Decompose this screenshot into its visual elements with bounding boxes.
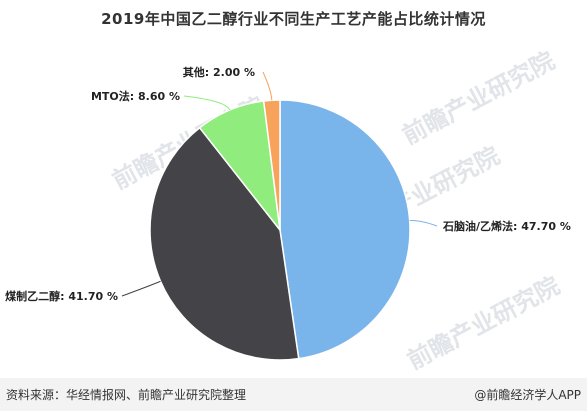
- leader-line: [409, 220, 438, 227]
- chart-title: 2019年中国乙二醇行业不同生产工艺产能占比统计情况: [101, 10, 486, 28]
- leader-line: [262, 71, 273, 101]
- brand-text: @前瞻经济学人APP: [474, 388, 581, 402]
- data-label: 煤制乙二醇: 41.70 %: [5, 289, 118, 303]
- footer: 资料来源：华经情报网、前瞻产业研究院整理 @前瞻经济学人APP: [0, 378, 587, 411]
- pie-slice: [149, 126, 300, 361]
- pie-slice: [279, 99, 411, 360]
- data-label: 其他: 2.00 %: [183, 65, 255, 79]
- pie-chart: 石脑油/乙烯法: 47.70 % 煤制乙二醇: 41.70 % MTO法: 8.60…: [5, 65, 571, 361]
- source-text: 资料来源：华经情报网、前瞻产业研究院整理: [6, 388, 247, 402]
- leader-line: [121, 280, 161, 297]
- data-label: MTO法: 8.60 %: [91, 89, 180, 103]
- data-label: 石脑油/乙烯法: 47.70 %: [442, 219, 571, 233]
- leader-line: [183, 95, 231, 111]
